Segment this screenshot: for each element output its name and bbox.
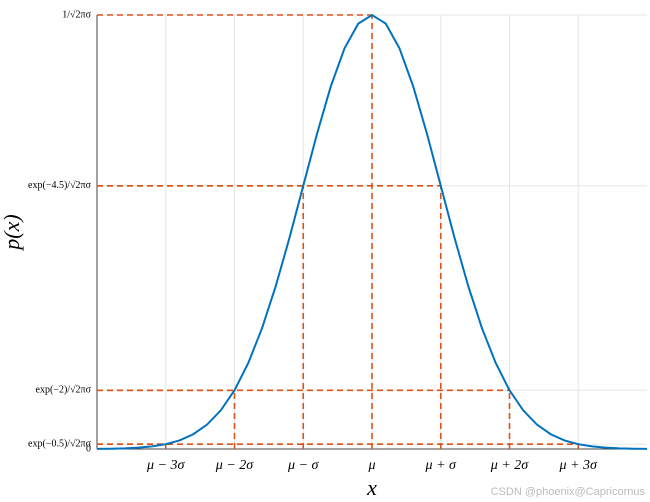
x-axis-label: x <box>366 475 377 500</box>
x-tick-label: μ + 2σ <box>490 458 529 473</box>
x-tick-label: μ + σ <box>425 458 457 473</box>
x-tick-label: μ − 2σ <box>215 458 254 473</box>
line-series <box>96 13 648 450</box>
y-tick-label: exp(−0.5)/√2πσ <box>28 438 92 449</box>
x-tick-label: μ + 3σ <box>559 458 598 473</box>
y-tick-label: exp(−4.5)/√2πσ <box>28 180 92 191</box>
x-tick-label: μ − 3σ <box>146 458 185 473</box>
watermark: CSDN @phoenix@Capricornus <box>491 486 646 498</box>
y-tick-label: 0 <box>86 443 91 454</box>
x-tick-label: μ − σ <box>287 458 319 473</box>
y-tick-label: 1/√2πσ <box>62 9 91 20</box>
y-axis-label: p(x) <box>0 214 24 251</box>
x-tick-label: μ <box>367 458 375 473</box>
y-tick-label: exp(−2)/√2πσ <box>36 385 92 396</box>
